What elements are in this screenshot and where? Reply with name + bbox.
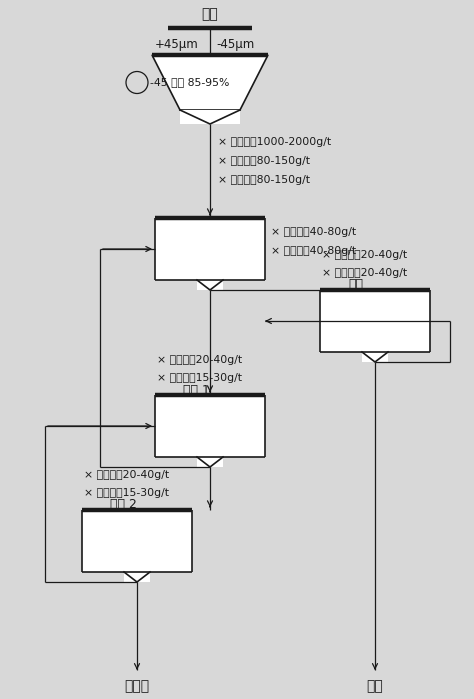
Bar xyxy=(124,572,150,582)
Text: 浸渣: 浸渣 xyxy=(201,7,219,21)
Text: 精选 1: 精选 1 xyxy=(183,384,210,396)
Text: +45μm: +45μm xyxy=(155,38,199,51)
Text: × 起泡剂：15-30g/t: × 起泡剂：15-30g/t xyxy=(84,488,169,498)
Bar xyxy=(197,457,223,467)
Text: 煤精粉: 煤精粉 xyxy=(125,679,150,693)
Text: × 捕收剂：20-40g/t: × 捕收剂：20-40g/t xyxy=(84,470,169,480)
Text: × 起泡剂：15-30g/t: × 起泡剂：15-30g/t xyxy=(157,373,242,383)
Text: × 起泡剂：40-80g/t: × 起泡剂：40-80g/t xyxy=(271,246,356,256)
Bar xyxy=(82,510,192,572)
Text: × 捕收剂：80-150g/t: × 捕收剂：80-150g/t xyxy=(218,156,310,166)
Text: × 抑制剂：1000-2000g/t: × 抑制剂：1000-2000g/t xyxy=(218,137,331,147)
Text: 尾矿: 尾矿 xyxy=(366,679,383,693)
Text: × 起泡剂：20-40g/t: × 起泡剂：20-40g/t xyxy=(322,268,407,278)
Bar xyxy=(180,110,240,124)
Bar xyxy=(155,395,265,457)
Text: × 起泡剂：80-150g/t: × 起泡剂：80-150g/t xyxy=(218,175,310,185)
Text: × 捕收剂：20-40g/t: × 捕收剂：20-40g/t xyxy=(322,250,407,260)
Text: × 捕收剂：20-40g/t: × 捕收剂：20-40g/t xyxy=(157,355,242,365)
Bar xyxy=(362,352,388,362)
Text: × 捕收剂：40-80g/t: × 捕收剂：40-80g/t xyxy=(271,227,356,237)
Text: -45 目占 85-95%: -45 目占 85-95% xyxy=(150,78,229,87)
Text: -45μm: -45μm xyxy=(216,38,254,51)
Text: 精选 2: 精选 2 xyxy=(110,498,137,512)
Bar xyxy=(320,290,430,352)
Bar xyxy=(197,280,223,290)
Polygon shape xyxy=(152,55,268,110)
Bar xyxy=(155,218,265,280)
Text: 扫选: 扫选 xyxy=(348,278,363,291)
